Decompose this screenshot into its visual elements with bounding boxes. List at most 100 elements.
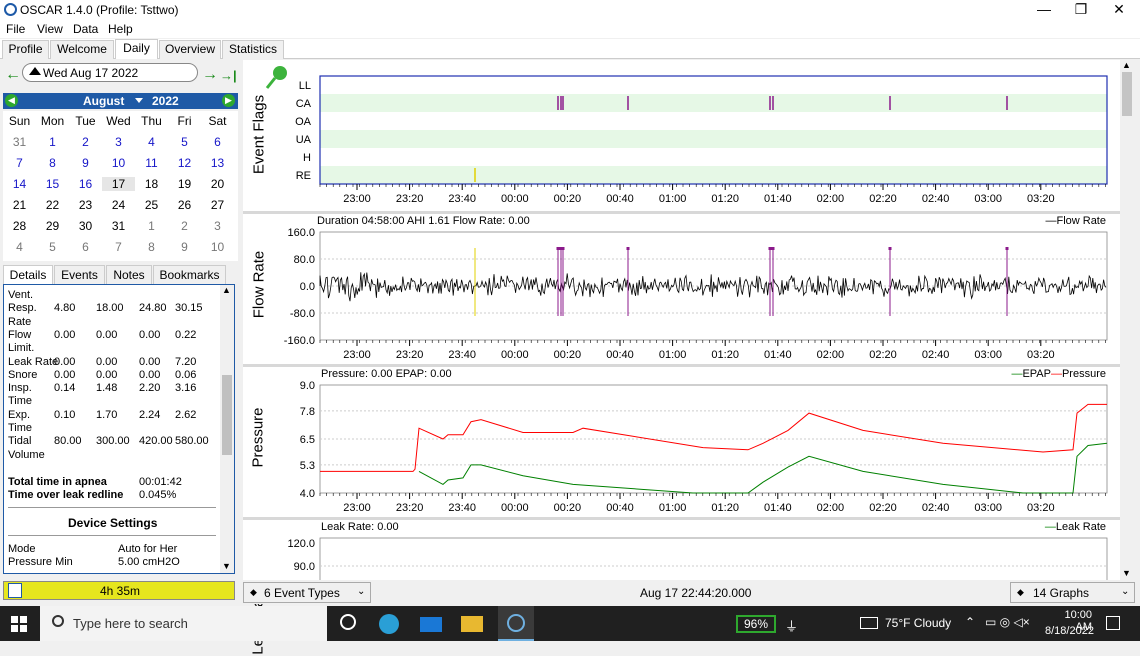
prev-day-arrow-icon[interactable]: ←: [5, 66, 21, 83]
calendar-day[interactable]: 14: [12, 177, 27, 191]
prev-month-icon[interactable]: ◀: [5, 94, 18, 107]
clock-time[interactable]: 10:00 AM: [1064, 609, 1092, 633]
scroll-thumb[interactable]: [1122, 72, 1132, 116]
calendar-day[interactable]: 20: [210, 177, 225, 191]
tab-events[interactable]: Events: [54, 265, 105, 285]
flow-time-label: 01:00: [659, 349, 687, 361]
calendar-day[interactable]: 29: [45, 219, 60, 233]
scroll-down-icon[interactable]: ▼: [222, 561, 231, 571]
menu-file[interactable]: File: [6, 22, 26, 36]
menu-help[interactable]: Help: [108, 22, 133, 36]
calendar-day[interactable]: 1: [148, 219, 155, 233]
menu-data[interactable]: Data: [73, 22, 99, 36]
calendar-day[interactable]: 18: [144, 177, 159, 191]
last-day-arrow-icon[interactable]: →|: [220, 68, 237, 83]
tab-welcome[interactable]: Welcome: [50, 40, 114, 59]
tab-details[interactable]: Details: [3, 265, 53, 285]
calendar-day[interactable]: 3: [214, 219, 221, 233]
calendar-day[interactable]: 27: [210, 198, 225, 212]
minimize-button[interactable]: —: [1037, 1, 1051, 17]
calendar-day[interactable]: 24: [111, 198, 126, 212]
calendar-day[interactable]: 25: [144, 198, 159, 212]
date-picker[interactable]: Wed Aug 17 2022: [22, 63, 198, 82]
calendar-day[interactable]: 4: [16, 240, 23, 254]
device-settings-heading: Device Settings: [68, 516, 158, 530]
calendar-day[interactable]: 7: [115, 240, 122, 254]
calendar-day[interactable]: 6: [82, 240, 89, 254]
scroll-thumb[interactable]: [222, 375, 232, 455]
calendar-day[interactable]: 31: [111, 219, 126, 233]
calendar-day[interactable]: 5: [181, 135, 188, 149]
tab-notes[interactable]: Notes: [106, 265, 152, 285]
calendar-day[interactable]: 17: [102, 177, 135, 191]
calendar-day[interactable]: 21: [12, 198, 27, 212]
calendar-day[interactable]: 22: [45, 198, 60, 212]
scroll-up-icon[interactable]: ▲: [222, 285, 231, 295]
calendar-day[interactable]: 30: [78, 219, 93, 233]
maximize-button[interactable]: ❐: [1074, 1, 1088, 17]
mail-icon[interactable]: [420, 617, 442, 632]
calendar-day[interactable]: 9: [82, 156, 89, 170]
next-day-arrow-icon[interactable]: →: [202, 66, 218, 83]
chevron-up-icon[interactable]: ⌃: [965, 615, 976, 629]
cortana-icon[interactable]: [340, 614, 356, 630]
calendar-day[interactable]: 6: [214, 135, 221, 149]
calendar-year[interactable]: 2022: [152, 94, 179, 108]
calendar-month[interactable]: August: [83, 94, 125, 108]
calendar-day[interactable]: 10: [210, 240, 225, 254]
calendar-day[interactable]: 8: [49, 156, 56, 170]
tab-overview[interactable]: Overview: [159, 40, 221, 59]
menu-view[interactable]: View: [37, 22, 63, 36]
file-explorer-icon[interactable]: [461, 616, 483, 632]
tab-bookmarks[interactable]: Bookmarks: [153, 265, 226, 285]
graphs-scrollbar[interactable]: ▲ ▼: [1120, 60, 1134, 580]
scroll-down-icon[interactable]: ▼: [1122, 568, 1131, 578]
close-button[interactable]: ✕: [1113, 1, 1125, 17]
weather-text[interactable]: 75°F Cloudy: [885, 616, 952, 630]
scroll-up-icon[interactable]: ▲: [1122, 60, 1131, 70]
calendar-day[interactable]: 28: [12, 219, 27, 233]
calendar-day[interactable]: 26: [177, 198, 192, 212]
tab-profile[interactable]: Profile: [2, 40, 49, 59]
tab-daily[interactable]: Daily: [115, 39, 158, 59]
calendar-day[interactable]: 11: [145, 156, 158, 170]
calendar-day[interactable]: 3: [115, 135, 122, 149]
calendar-day[interactable]: 4: [148, 135, 155, 149]
power-plug-icon[interactable]: ⏚: [785, 619, 799, 634]
clock-date[interactable]: 8/18/2022: [1045, 625, 1094, 637]
calendar-day[interactable]: 7: [16, 156, 23, 170]
calendar-day[interactable]: 23: [78, 198, 93, 212]
calendar-day[interactable]: 9: [181, 240, 188, 254]
calendar-day[interactable]: 15: [45, 177, 60, 191]
duration-bar[interactable]: 4h 35m: [3, 581, 235, 600]
calendar-day[interactable]: 2: [181, 219, 188, 233]
event-types-dropdown[interactable]: ◆ 6 Event Types ⌄: [243, 582, 371, 603]
leak-title: Leak Rate: 0.00: [321, 521, 399, 533]
pin-icon[interactable]: [263, 64, 289, 90]
search-box[interactable]: Type here to search: [40, 606, 327, 641]
oscar-taskbar-icon[interactable]: [498, 606, 534, 641]
windows-start-icon[interactable]: [11, 616, 27, 632]
next-month-icon[interactable]: ▶: [222, 94, 235, 107]
month-dropdown-icon[interactable]: [135, 98, 143, 103]
graphs-dropdown[interactable]: ◆ 14 Graphs ⌄: [1010, 582, 1135, 603]
notifications-icon[interactable]: [1106, 616, 1120, 630]
calendar-day[interactable]: 8: [148, 240, 155, 254]
details-scrollbar[interactable]: ▲ ▼: [220, 285, 234, 573]
calendar-day[interactable]: 13: [210, 156, 225, 170]
calendar-day[interactable]: 2: [82, 135, 89, 149]
duration-slider-handle[interactable]: [8, 583, 22, 598]
news-icon[interactable]: [860, 617, 878, 629]
calendar-day[interactable]: 19: [177, 177, 192, 191]
calendar-day[interactable]: 12: [177, 156, 192, 170]
tray-icons[interactable]: ▭ ◎ ◁×: [985, 615, 1030, 629]
calendar-day[interactable]: 16: [78, 177, 93, 191]
calendar-day[interactable]: 31: [12, 135, 27, 149]
edge-icon[interactable]: [379, 614, 399, 634]
tab-statistics[interactable]: Statistics: [222, 40, 284, 59]
calendar-day[interactable]: 1: [49, 135, 56, 149]
battery-indicator[interactable]: 96%: [736, 615, 776, 633]
calendar-day[interactable]: 10: [111, 156, 126, 170]
calendar-day[interactable]: 5: [49, 240, 56, 254]
detail-value: 0.00: [54, 368, 76, 381]
